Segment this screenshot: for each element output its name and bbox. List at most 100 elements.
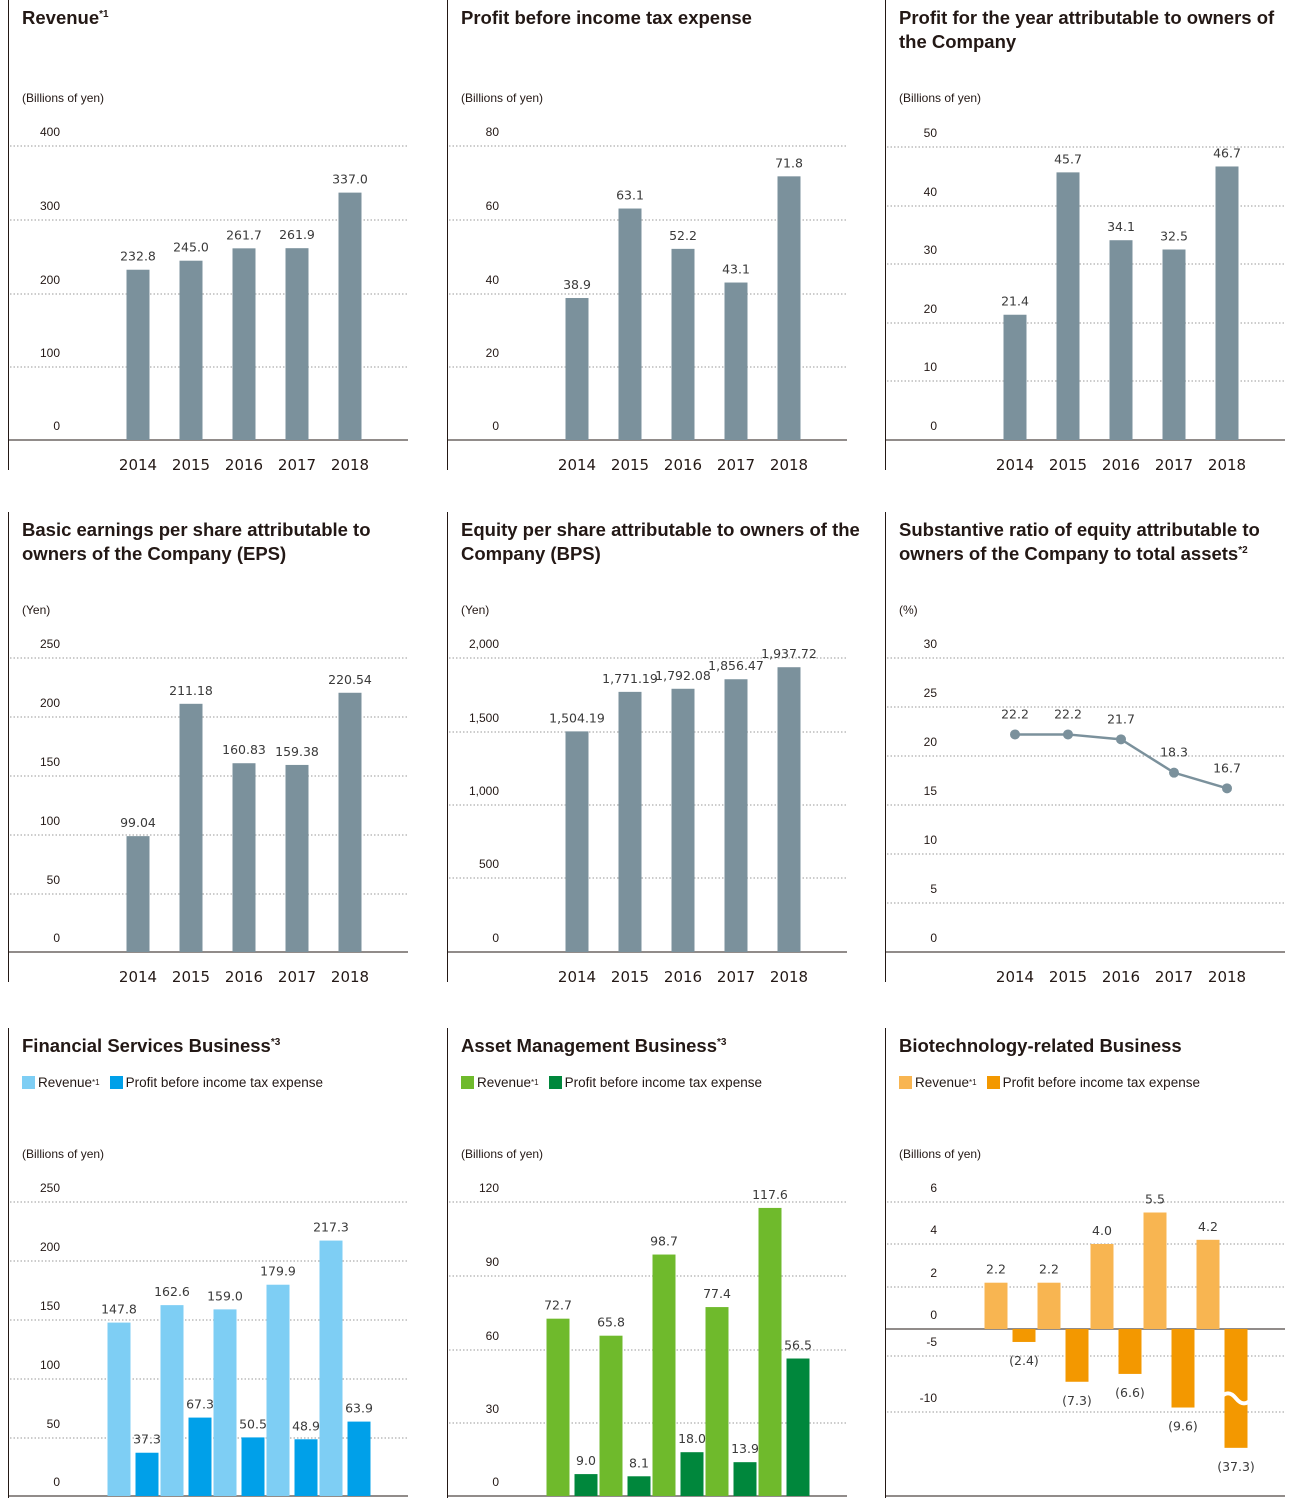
y-tick-label: 200 [40,1240,60,1254]
bar [1037,1282,1061,1329]
chart-title: Basic earnings per share attributable to… [22,518,426,566]
data-label: 72.7 [544,1298,572,1313]
footnote-marker: *3 [717,1036,727,1048]
data-label: 4.0 [1092,1223,1112,1238]
bar [1143,1212,1167,1329]
data-label: 217.3 [313,1220,349,1235]
x-tick-label: 2014 [119,968,157,986]
chart-title-text: Profit for the year attributable to owne… [899,7,1275,52]
plot-area: 0 500 1,000 1,500 2,000 1,504.19 1,771.191,792… [447,512,847,986]
chart-title-text: Equity per share attributable to owners … [461,519,860,564]
y-tick-label: 400 [40,125,60,139]
data-label: 77.4 [703,1286,731,1301]
data-point [1063,729,1073,740]
bar [294,1439,318,1496]
x-tick-label: 2018 [331,456,369,474]
legend-label: Revenue [915,1075,970,1090]
x-tick-label: 2017 [717,968,755,986]
chart-panel-fsb: Financial Services Business*3 (Billions o… [8,1028,428,1498]
chart-panel-eps: Basic earnings per share attributable to… [8,512,428,986]
data-label: (2.4) [1009,1353,1039,1368]
chart-title: Revenue*1 [22,6,426,30]
plot-area: 0 100 200 300 400 232.8 245.0 261.7 261.9 337.0 20… [8,0,408,474]
data-label: 52.2 [669,228,697,243]
bar [213,1309,237,1496]
bar [565,298,589,440]
chart-title: Substantive ratio of equity attributable… [899,518,1293,566]
data-label: (6.6) [1115,1385,1145,1400]
data-point [1222,783,1232,794]
data-label: 179.9 [260,1264,296,1279]
y-tick-label: 40 [924,185,938,199]
y-tick-label: 200 [40,696,60,710]
bar [618,208,642,440]
y-tick-label: 250 [40,1181,60,1195]
data-label: 34.1 [1107,219,1135,234]
bar [338,692,362,952]
legend-item: Revenue *1 [22,1075,100,1090]
y-tick-label: 4 [930,1223,937,1237]
unit-label: (Billions of yen) [22,91,105,105]
bar [574,1474,598,1496]
chart-panel-pbt: Profit before income tax expense (Billion… [447,0,867,474]
y-tick-label: 0 [930,931,937,945]
bar [777,667,801,952]
legend-swatch [986,1076,1000,1089]
chart-title: Financial Services Business*3 [22,1034,426,1058]
data-label: (37.3) [1217,1459,1255,1474]
data-point [1116,734,1126,745]
y-tick-label: -10 [920,1391,938,1405]
data-label: 45.7 [1054,151,1082,166]
unit-label: (Yen) [22,603,51,617]
x-tick-label: 2014 [119,456,157,474]
y-tick-label: 50 [47,873,61,887]
footnote-marker: *1 [99,8,109,20]
bar [232,248,256,440]
data-label: 160.83 [222,742,266,757]
unit-label: (Billions of yen) [22,1147,105,1161]
data-point [1010,729,1020,740]
x-tick-label: 2017 [278,968,316,986]
data-label: 50.5 [239,1416,267,1431]
y-tick-label: 0 [492,931,499,945]
unit-label: (Billions of yen) [899,1147,982,1161]
bar [347,1421,371,1496]
chart-title-text: Profit before income tax expense [461,7,752,28]
bar [1215,166,1239,440]
x-tick-label: 2016 [225,456,263,474]
y-tick-label: 100 [40,814,60,828]
x-tick-label: 2018 [770,968,808,986]
y-tick-label: 20 [924,735,938,749]
y-tick-label: 20 [486,346,500,360]
data-label: 1,937.72 [761,646,817,661]
chart-title-text: Financial Services Business [22,1035,271,1056]
bar [599,1335,623,1496]
bar [1171,1329,1195,1408]
chart-title-text: Basic earnings per share attributable to… [22,519,371,564]
x-tick-label: 2015 [172,456,210,474]
y-tick-label: 30 [924,637,938,651]
legend: Revenue *1 Profit before income tax expens… [22,1075,333,1092]
data-label: 1,504.19 [549,710,605,725]
y-tick-label: 0 [930,419,937,433]
chart-panel-amb: Asset Management Business*3 (Billions of … [447,1028,867,1498]
data-label: 37.3 [133,1432,161,1447]
x-tick-label: 2017 [1155,968,1193,986]
legend-item: Profit before income tax expense [986,1075,1200,1090]
bar [179,260,203,440]
y-tick-label: 90 [486,1255,500,1269]
x-tick-label: 2018 [331,968,369,986]
chart-panel-revenue: Revenue*1 (Billions of yen) 0 100 200 300 400 2… [8,0,428,474]
legend-swatch [461,1076,474,1089]
legend: Revenue *1 Profit before income tax expens… [899,1075,1210,1092]
legend-item: Revenue *1 [899,1075,977,1090]
chart-title: Biotechnology-related Business [899,1034,1293,1058]
unit-label: (Billions of yen) [899,91,982,105]
data-label: 65.8 [597,1315,625,1330]
data-label: 147.8 [101,1302,137,1317]
bar [1056,172,1080,440]
x-tick-label: 2015 [1049,456,1087,474]
data-label: 337.0 [332,172,368,187]
bar [285,764,309,952]
chart-title: Profit for the year attributable to owne… [899,6,1293,54]
